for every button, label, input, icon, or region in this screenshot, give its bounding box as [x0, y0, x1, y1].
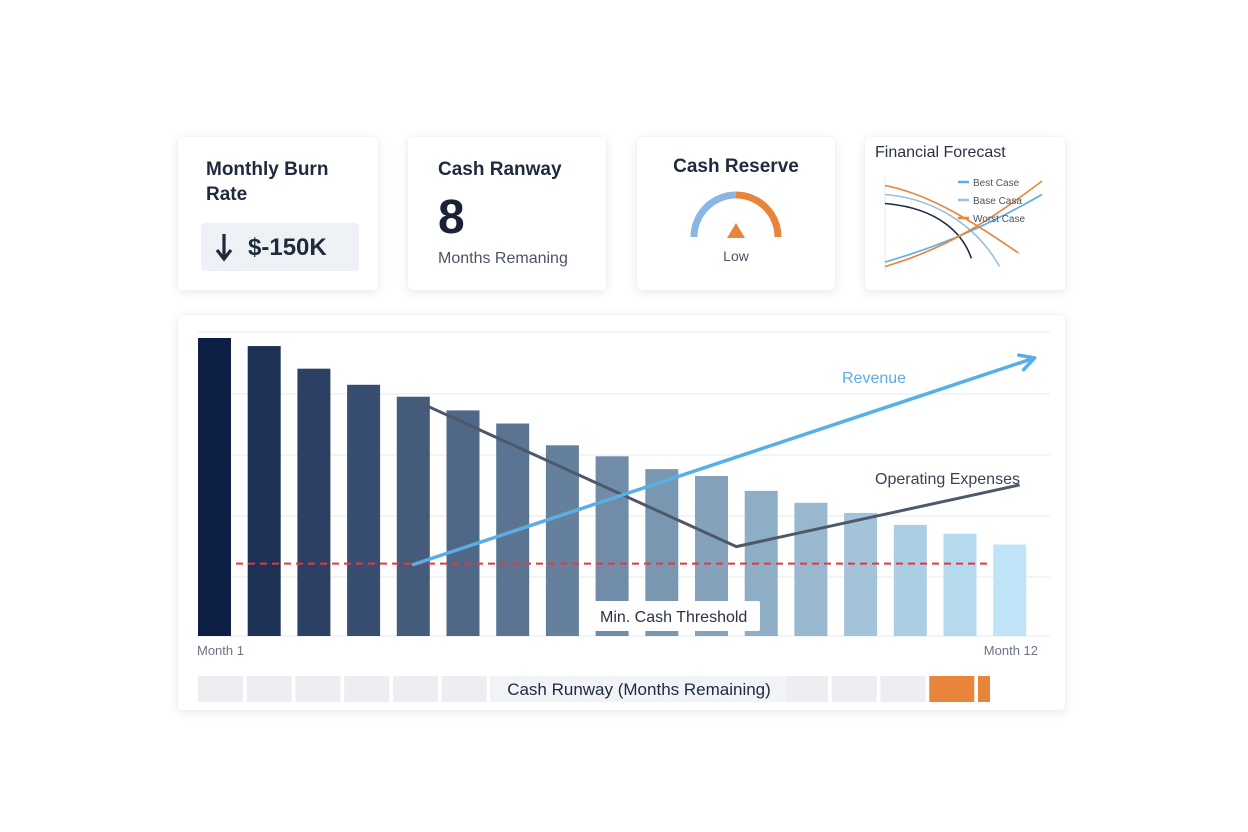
runway-segment: [295, 676, 341, 702]
bar: [844, 512, 878, 636]
cash-reserve-card: Cash Reserve Low: [637, 137, 835, 290]
cash-runway-chart: Min. Cash Threshold Revenue Operating Expe…: [197, 331, 1050, 702]
burn-rate-value: $-150K: [248, 234, 327, 261]
bar: [446, 410, 480, 636]
cash-runway-subtitle: Months Remaning: [438, 250, 568, 267]
bar: [198, 338, 231, 636]
operating-expenses-label: Operating Expenses: [875, 471, 1020, 488]
runway-footer-label-box: [492, 676, 786, 702]
threshold-label-group: Min. Cash Threshold: [582, 601, 760, 631]
runway-segment: [198, 676, 243, 702]
arrow-down-icon: [215, 234, 233, 262]
financial-forecast-title: Financial Forecast: [875, 144, 1006, 161]
bar: [993, 544, 1027, 636]
runway-footer-label: Cash Runway (Months Remaining): [507, 680, 771, 699]
threshold-label-box: [582, 601, 760, 631]
cash-runway-chart-card: Min. Cash Threshold Revenue Operating Expe…: [178, 315, 1065, 710]
forecast-legend-label: Best Case: [973, 178, 1020, 189]
forecast-legend-label: Worst Case: [973, 214, 1025, 225]
cash-runway-title: Cash Ranway: [438, 159, 562, 180]
forecast-legend-label: Base Casa: [973, 196, 1022, 207]
burn-rate-value-box: $-150K: [201, 223, 359, 271]
financial-forecast-chart: Best Case Base Casa Worst Case: [884, 177, 1043, 273]
runway-segment: [783, 676, 828, 702]
cash-reserve-gauge: [690, 191, 782, 238]
bar: [347, 384, 381, 636]
gauge-arc-left: [690, 191, 737, 238]
threshold-label: Min. Cash Threshold: [600, 609, 747, 626]
forecast-base-line: [884, 193, 1001, 267]
runway-segment: [246, 676, 292, 702]
gauge-arc-right: [735, 191, 782, 238]
financial-forecast-card: Best Case Base Casa Worst Case Financial F…: [865, 137, 1065, 290]
bar: [297, 368, 331, 636]
revenue-arrow-icon: [1017, 353, 1037, 372]
revenue-label: Revenue: [842, 370, 906, 387]
x-tick-label-last: Month 12: [984, 643, 1038, 658]
bar: [396, 396, 430, 636]
forecast-dark-line: [884, 202, 973, 259]
cash-reserve-title: Cash Reserve: [673, 156, 799, 177]
runway-segment: [441, 676, 487, 702]
bar: [893, 524, 927, 636]
cash-runway-value: 8: [438, 191, 465, 244]
runway-segment: [831, 676, 877, 702]
runway-segment: [393, 676, 438, 702]
gauge-pointer-icon: [727, 223, 745, 238]
bar: [545, 445, 579, 636]
cash-reserve-status: Low: [723, 248, 749, 264]
burn-rate-card: Monthly Burn Rate $-150K: [178, 137, 378, 290]
bar: [247, 346, 281, 636]
forecast-best-line: [884, 193, 1043, 263]
runway-segment-active: [929, 676, 975, 702]
cash-runway-card: Cash Ranway 8 Months Remaning: [408, 137, 606, 290]
bar: [794, 502, 828, 636]
burn-rate-title: Monthly Burn Rate: [206, 159, 329, 205]
forecast-orange-up-line: [884, 180, 1043, 268]
x-tick-label-first: Month 1: [197, 643, 244, 658]
runway-segment-active: [978, 676, 990, 702]
runway-segment: [880, 676, 926, 702]
revenue-line: [411, 356, 1037, 567]
runway-segment: [344, 676, 390, 702]
operating-expenses-line: [412, 398, 1020, 549]
bar: [943, 533, 977, 636]
forecast-worst-line: [884, 184, 1019, 254]
